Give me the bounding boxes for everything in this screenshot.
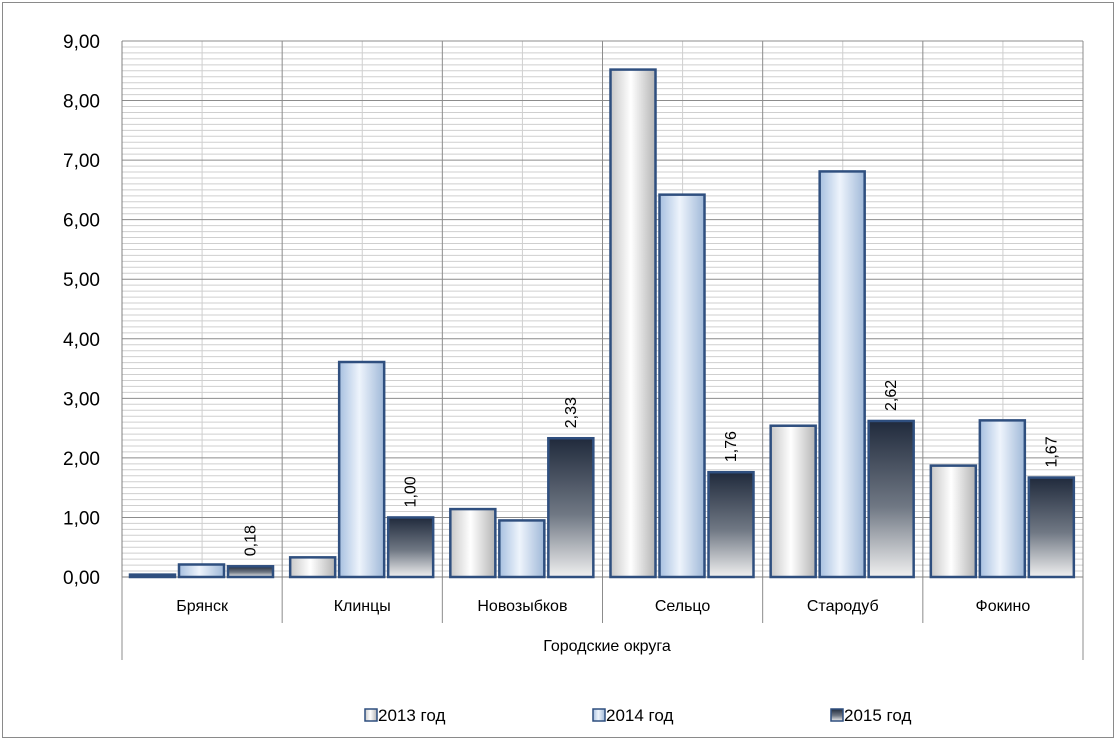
bar xyxy=(449,507,497,579)
y-tick-label: 1,00 xyxy=(63,508,100,529)
x-tick-label: Брянск xyxy=(176,598,229,615)
data-label: 2,33 xyxy=(563,397,580,428)
legend-swatch xyxy=(830,708,844,722)
y-tick-label: 5,00 xyxy=(63,270,100,291)
legend-label: 2015 год xyxy=(844,706,911,725)
data-label: 1,67 xyxy=(1043,436,1060,467)
legend-label: 2013 год xyxy=(378,706,445,725)
legend-swatch xyxy=(592,708,606,722)
grid xyxy=(121,40,1084,578)
bar xyxy=(658,193,706,579)
x-axis-title: Городские округа xyxy=(543,638,671,655)
bar xyxy=(867,419,915,579)
bar xyxy=(1027,476,1076,579)
legend-label: 2014 год xyxy=(606,706,673,725)
axes: 0,00 1,00 2,00 3,00 4,00 5,00 6,00 7,00 8,00 9,00… xyxy=(63,32,1084,660)
y-tick-label: 3,00 xyxy=(63,389,100,410)
bar xyxy=(818,170,866,579)
y-tick-label: 8,00 xyxy=(63,92,100,113)
bar xyxy=(707,470,755,579)
data-label: 1,00 xyxy=(403,476,420,507)
y-tick-label: 6,00 xyxy=(63,211,100,232)
x-tick-label: Новозыбков xyxy=(477,598,567,615)
data-labels: 0,18 1,00 2,33 1,76 2,62 1,67 xyxy=(243,380,1061,557)
bars xyxy=(128,68,1076,579)
y-tick-label: 0,00 xyxy=(63,568,100,589)
data-label: 0,18 xyxy=(243,525,260,556)
bar xyxy=(386,516,435,579)
bar xyxy=(226,565,275,579)
y-tick-label: 2,00 xyxy=(63,449,100,470)
data-label: 2,62 xyxy=(883,380,900,411)
x-tick-label: Фокино xyxy=(976,598,1031,615)
legend: 2013 год 2014 год 2015 год xyxy=(364,706,911,725)
bar xyxy=(547,436,595,579)
bar xyxy=(978,419,1027,579)
y-tick-label: 9,00 xyxy=(63,32,100,53)
y-tick-label: 4,00 xyxy=(63,330,100,351)
bar xyxy=(128,573,177,579)
data-label: 1,76 xyxy=(723,431,740,462)
bar xyxy=(288,556,337,579)
x-tick-label: Сельцо xyxy=(655,598,711,615)
bar xyxy=(177,563,226,579)
bar-chart: 0,00 1,00 2,00 3,00 4,00 5,00 6,00 7,00 8,00 9,00… xyxy=(63,32,1084,725)
bar xyxy=(769,424,817,579)
bar xyxy=(609,68,657,579)
y-tick-label: 7,00 xyxy=(63,151,100,172)
legend-swatch xyxy=(364,708,378,722)
bar xyxy=(498,519,546,579)
x-tick-label: Клинцы xyxy=(334,598,391,615)
x-tick-label: Стародуб xyxy=(807,598,879,615)
bar xyxy=(929,464,978,579)
bar xyxy=(337,360,386,579)
